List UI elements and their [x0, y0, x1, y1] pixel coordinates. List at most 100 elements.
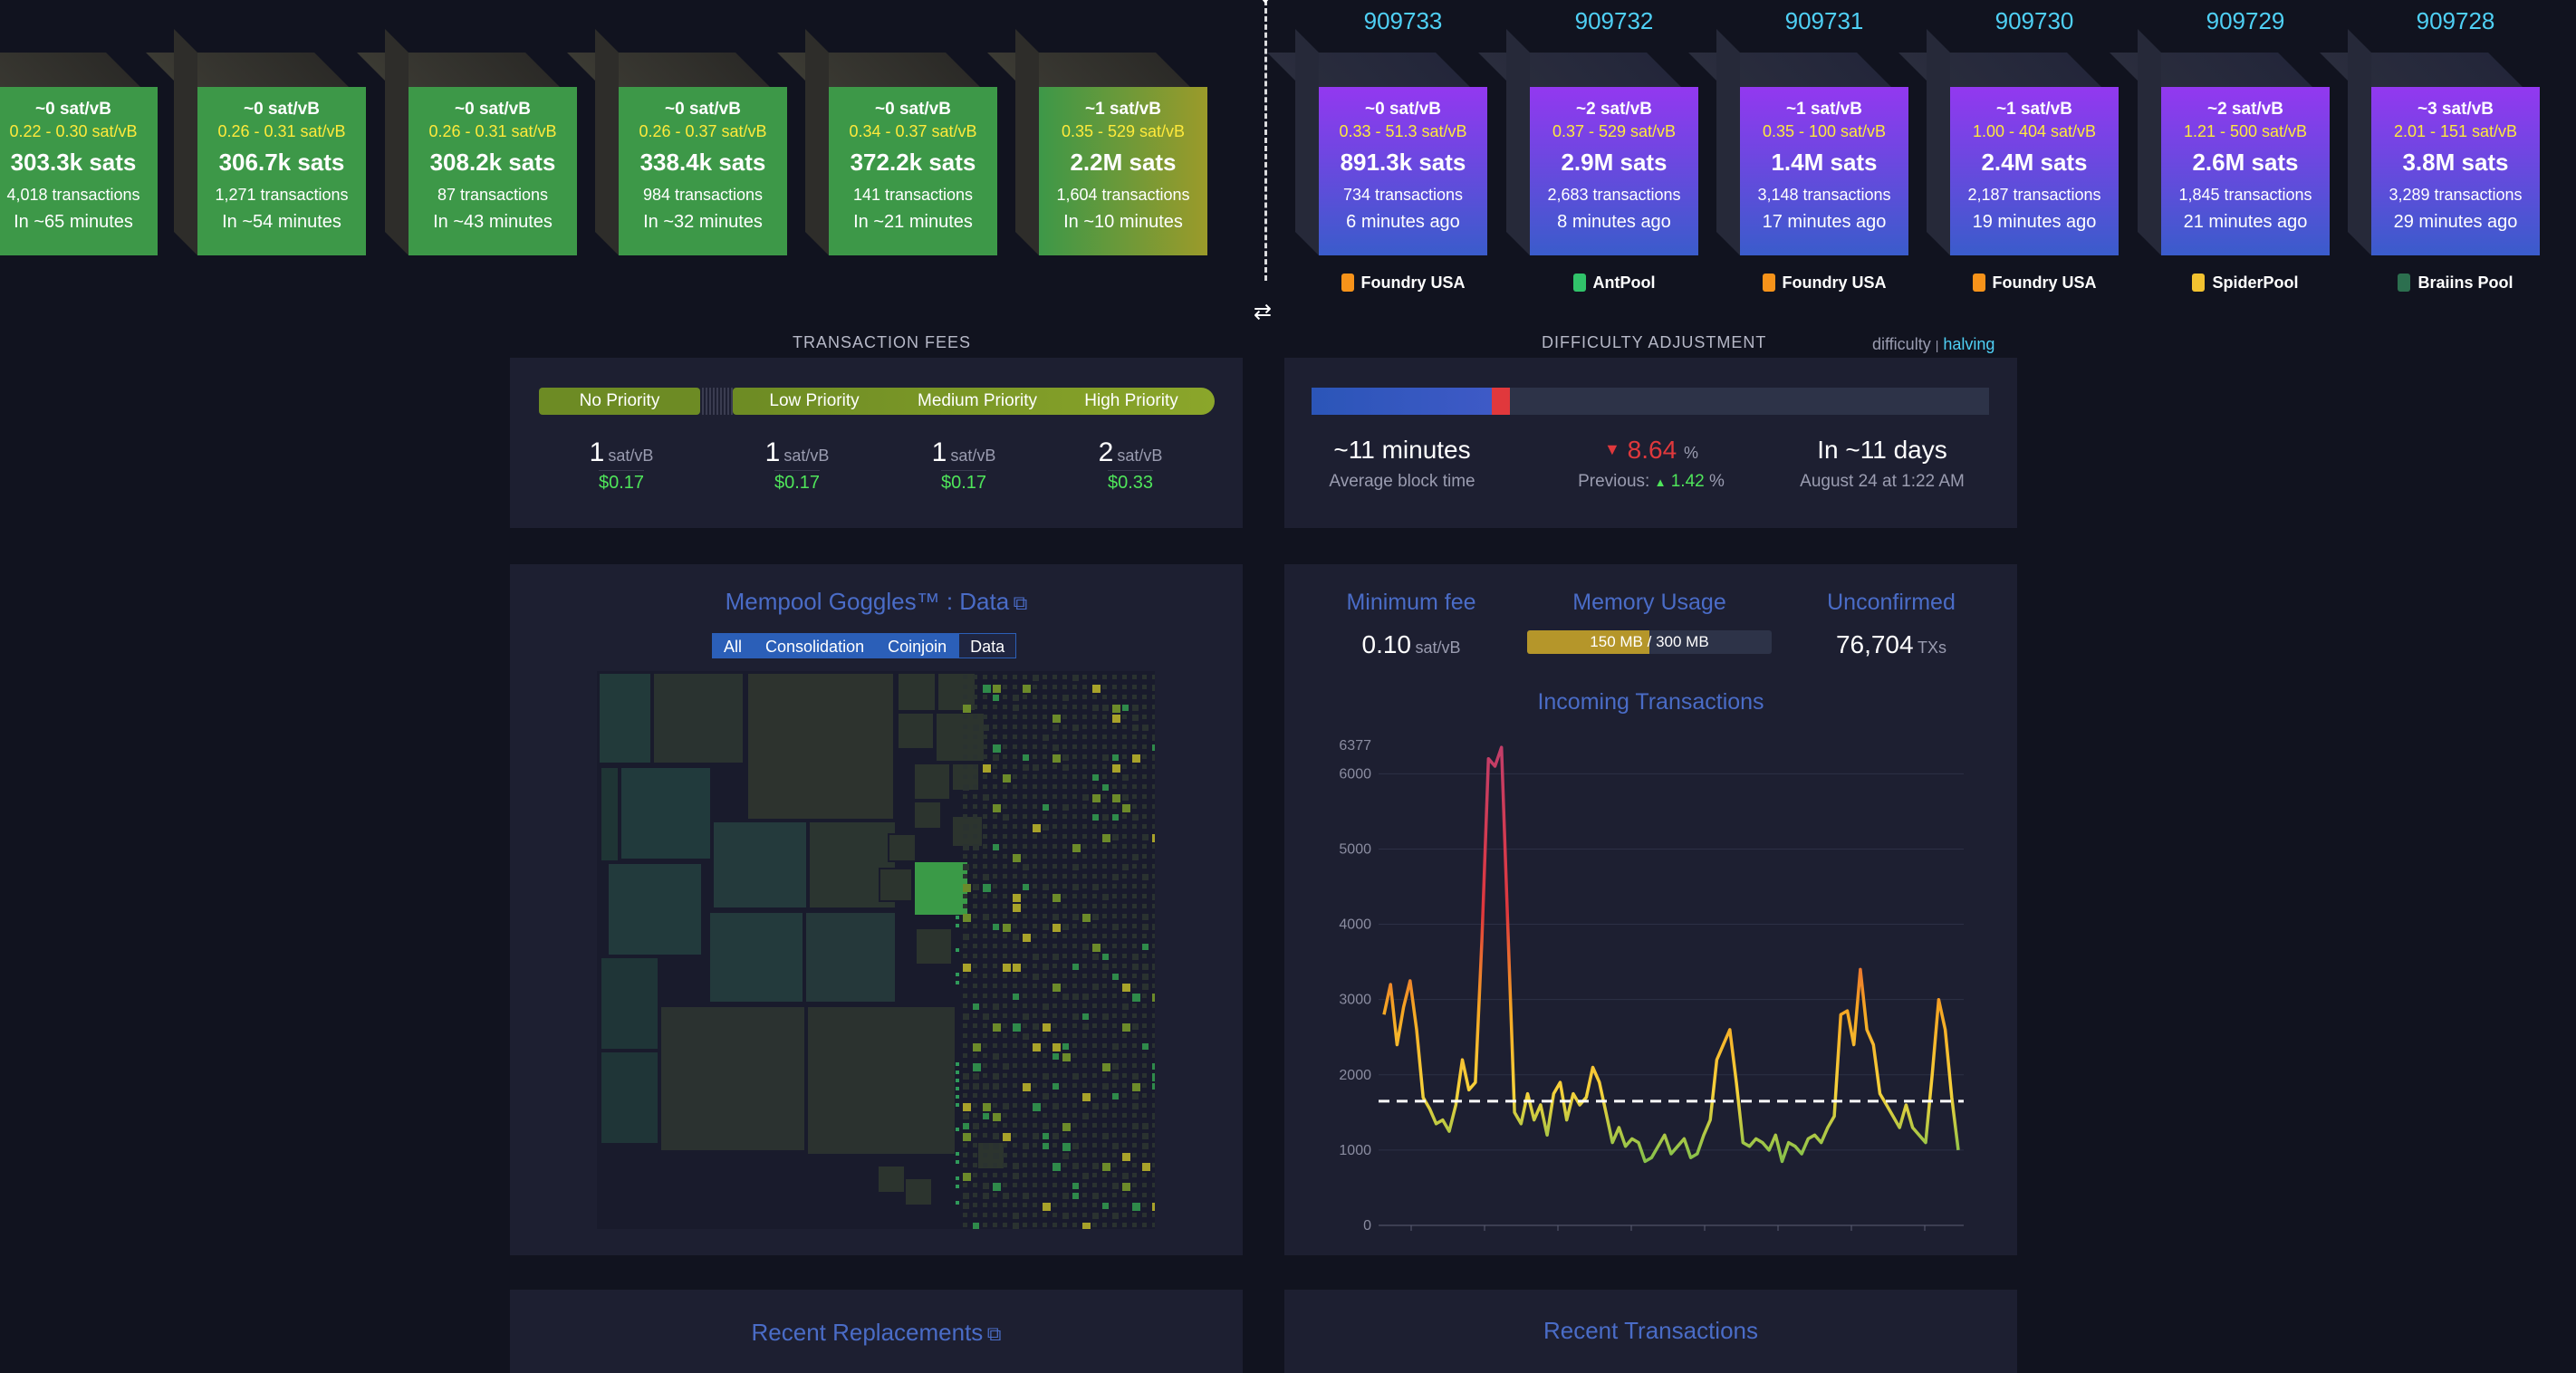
pool-name[interactable]: AntPool [1530, 274, 1698, 293]
treemap-tile [973, 1163, 977, 1167]
pool-name[interactable]: Braiins Pool [2371, 274, 2540, 293]
block-height[interactable]: 909729 [2206, 7, 2285, 34]
pool-name[interactable]: SpiderPool [2161, 274, 2330, 293]
treemap-tile [1043, 854, 1047, 859]
treemap-tile [1152, 735, 1155, 741]
pool-name[interactable]: Foundry USA [1950, 274, 2119, 293]
filter-data[interactable]: Data [958, 633, 1017, 658]
block-height[interactable]: 909730 [1994, 7, 2074, 34]
treemap-tile [1013, 1223, 1019, 1229]
recent-replacements-text[interactable]: Recent Replacements [751, 1319, 984, 1346]
goggles-title[interactable]: Mempool Goggles™ : Data ⧉ [510, 588, 1243, 616]
fee-no-priority: 1 sat/vB $0.17 [549, 436, 694, 494]
treemap-tile [1132, 1033, 1137, 1038]
mempool-block[interactable]: ~0 sat/vB 0.34 - 0.37 sat/vB 372.2k sats 14… [777, 29, 997, 255]
incoming-transactions-chart[interactable]: 0100020003000400050006000637713:3013:451… [1284, 727, 2017, 1234]
mined-block[interactable]: ~2 sat/vB 1.21 - 500 sat/vB 2.6M sats 1,845… [2110, 29, 2330, 255]
treemap-tile [1053, 794, 1057, 799]
pool-name[interactable]: Foundry USA [1319, 274, 1487, 293]
treemap-tile [993, 754, 999, 761]
treemap-tile [1092, 1223, 1097, 1227]
treemap-tile [983, 1143, 989, 1149]
treemap-tile [1152, 884, 1155, 888]
treemap-tile [1023, 1183, 1027, 1187]
treemap-tile [1072, 1173, 1077, 1177]
treemap-tile [1062, 1153, 1069, 1159]
mined-block[interactable]: ~1 sat/vB 0.35 - 100 sat/vB 1.4M sats 3,148… [1688, 29, 1908, 255]
median-fee: ~0 sat/vB [244, 100, 320, 119]
mined-block[interactable]: ~0 sat/vB 0.33 - 51.3 sat/vB 891.3k sats 73… [1267, 29, 1487, 255]
treemap-tile [1033, 874, 1037, 879]
treemap-tile [1152, 744, 1155, 751]
mempool-block[interactable]: ~0 sat/vB 0.26 - 0.31 sat/vB 306.7k sats 1,… [146, 29, 366, 255]
mined-block[interactable]: ~2 sat/vB 0.37 - 529 sat/vB 2.9M sats 2,683… [1478, 29, 1698, 255]
treemap-tile [963, 1163, 967, 1167]
treemap-tile [1033, 814, 1037, 819]
treemap-tile [904, 1177, 933, 1206]
mempool-block[interactable]: ~1 sat/vB 0.35 - 529 sat/vB 2.2M sats 1,604… [987, 29, 1207, 255]
treemap-tile [1013, 874, 1017, 879]
treemap-tile [1112, 954, 1117, 958]
treemap-tile [1152, 984, 1155, 988]
treemap-tile [1013, 1173, 1019, 1179]
treemap-tile [1152, 944, 1155, 948]
block-time: 29 minutes ago [2393, 212, 2518, 232]
mined-block[interactable]: ~1 sat/vB 1.00 - 404 sat/vB 2.4M sats 2,187… [1898, 29, 2119, 255]
treemap-tile [993, 814, 997, 819]
treemap-tile [1013, 1213, 1019, 1219]
filter-consolidation[interactable]: Consolidation [754, 633, 877, 658]
treemap-tile [1082, 964, 1087, 968]
goggles-title-text[interactable]: Mempool Goggles™ : Data [725, 588, 1010, 615]
treemap-tile [1013, 764, 1017, 769]
treemap-tile [1023, 1013, 1029, 1020]
swap-direction-icon[interactable]: ⇄ [1254, 300, 1273, 324]
mempool-treemap[interactable] [597, 671, 1155, 1229]
treemap-tile [983, 725, 989, 731]
treemap-tile [1132, 874, 1137, 879]
treemap-tile [1152, 1003, 1155, 1008]
treemap-tile [1023, 685, 1031, 693]
treemap-tile [1092, 774, 1099, 781]
treemap-tile [973, 914, 977, 918]
fee-range: 2.01 - 151 sat/vB [2393, 122, 2518, 140]
treemap-tile [1023, 1063, 1027, 1068]
mempool-block[interactable]: ~0 sat/vB 0.26 - 0.31 sat/vB 308.2k sats 87… [357, 29, 577, 255]
treemap-tile [607, 862, 703, 956]
treemap-tile [1033, 675, 1039, 681]
treemap-tile [1082, 1203, 1087, 1207]
block-height[interactable]: 909728 [2416, 7, 2495, 34]
treemap-tile [1152, 914, 1155, 918]
treemap-tile [1062, 744, 1067, 749]
treemap-tile [1062, 894, 1067, 898]
toggle-difficulty[interactable]: difficulty [1872, 335, 1931, 353]
treemap-tile [1122, 764, 1127, 769]
external-link-icon[interactable]: ⧉ [1013, 591, 1028, 614]
treemap-tile [1102, 804, 1107, 809]
treemap-tile [1122, 1123, 1127, 1128]
incoming-transactions-title: Incoming Transactions [1537, 689, 1764, 715]
treemap-tile [1003, 1123, 1007, 1128]
recent-replacements-title[interactable]: Recent Replacements ⧉ [510, 1319, 1243, 1347]
block-height[interactable]: 909732 [1574, 7, 1654, 34]
treemap-tile [1082, 774, 1087, 779]
mempool-block[interactable]: ~0 sat/vB 0.26 - 0.37 sat/vB 338.4k sats 98… [567, 29, 787, 255]
mined-block[interactable]: ~3 sat/vB 2.01 - 151 sat/vB 3.8M sats 3,289… [2320, 29, 2540, 255]
treemap-tile [1013, 984, 1017, 988]
mempool-block[interactable]: ~0 sat/vB 0.22 - 0.30 sat/vB 303.3k sats 4,… [0, 53, 158, 255]
block-height[interactable]: 909733 [1363, 7, 1443, 34]
external-link-icon[interactable]: ⧉ [986, 1322, 1002, 1345]
treemap-tile [983, 744, 987, 749]
treemap-tile [973, 1223, 979, 1229]
toggle-halving[interactable]: halving [1943, 335, 1995, 353]
pool-name[interactable]: Foundry USA [1740, 274, 1908, 293]
treemap-tile [1072, 994, 1079, 1000]
filter-all[interactable]: All [712, 633, 755, 658]
treemap-tile [1013, 774, 1017, 779]
treemap-tile [1072, 904, 1077, 908]
filter-coinjoin[interactable]: Coinjoin [876, 633, 959, 658]
recent-transactions-title[interactable]: Recent Transactions [1543, 1317, 1758, 1344]
treemap-tile [1122, 1083, 1127, 1088]
block-height[interactable]: 909731 [1784, 7, 1864, 34]
treemap-tile [993, 715, 997, 719]
treemap-tile [993, 914, 997, 918]
